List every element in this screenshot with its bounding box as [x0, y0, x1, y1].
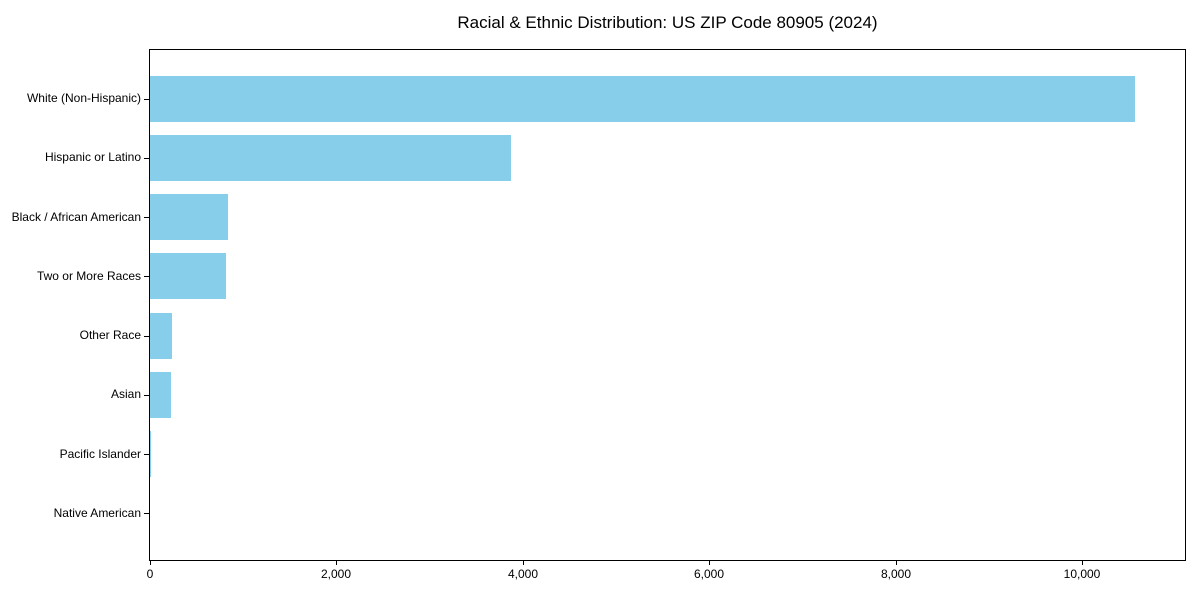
x-axis-tick [150, 561, 151, 565]
x-axis-tick [1082, 561, 1083, 565]
y-axis-label: Native American [53, 506, 141, 520]
x-axis-label: 8,000 [880, 567, 912, 581]
y-axis-label: Hispanic or Latino [44, 150, 141, 164]
x-axis-label: 10,000 [1063, 567, 1101, 581]
y-axis-label: Two or More Races [36, 269, 141, 283]
x-axis-tick [896, 561, 897, 565]
y-axis-label: White (Non-Hispanic) [26, 91, 141, 105]
bar-hispanic-or-latino [150, 134, 511, 181]
y-axis-label: Black / African American [11, 210, 141, 224]
x-axis-label: 0 [146, 567, 154, 581]
bar-two-or-more-races [150, 253, 226, 300]
plot-area [149, 49, 1186, 561]
bar-asian [150, 371, 171, 418]
y-axis-tick [144, 99, 149, 100]
x-axis-label: 4,000 [507, 567, 539, 581]
bar-pacific-islander [150, 431, 152, 478]
x-axis-tick [336, 561, 337, 565]
y-axis-tick [144, 217, 149, 218]
y-axis-tick [144, 276, 149, 277]
bar-other-race [150, 312, 172, 359]
y-axis-tick [144, 513, 149, 514]
x-axis-tick [523, 561, 524, 565]
bar-white-non-hispanic [150, 75, 1135, 122]
y-axis-label: Pacific Islander [59, 447, 141, 461]
x-axis-label: 2,000 [320, 567, 352, 581]
x-axis-tick [709, 561, 710, 565]
y-axis-tick [144, 395, 149, 396]
y-axis-tick [144, 336, 149, 337]
chart-title: Racial & Ethnic Distribution: US ZIP Cod… [457, 13, 878, 32]
y-axis-label: Other Race [79, 328, 141, 342]
bar-black-african-american [150, 194, 229, 241]
x-axis-label: 6,000 [693, 567, 725, 581]
y-axis-tick [144, 158, 149, 159]
y-axis-label: Asian [110, 387, 141, 401]
y-axis-tick [144, 454, 149, 455]
